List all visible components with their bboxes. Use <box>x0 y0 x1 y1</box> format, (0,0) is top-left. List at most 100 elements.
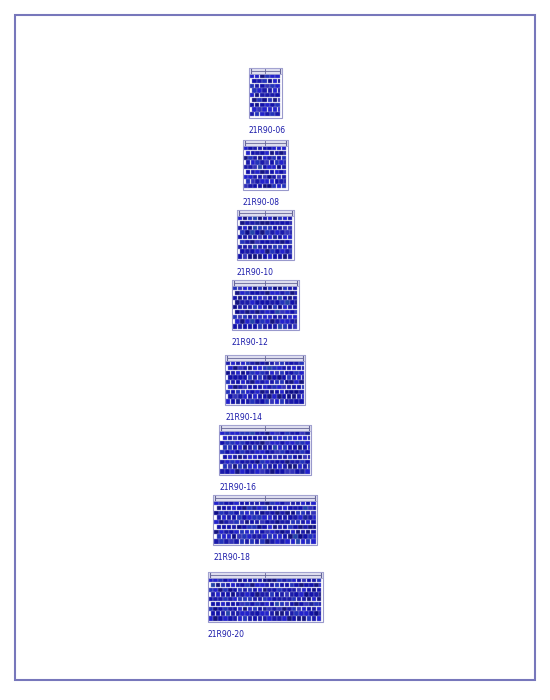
Bar <box>238 375 243 379</box>
Bar <box>306 520 310 524</box>
Bar <box>305 469 310 473</box>
Bar <box>302 578 306 582</box>
Bar <box>304 602 309 606</box>
Bar <box>255 539 260 543</box>
Bar <box>311 501 316 505</box>
Bar <box>300 460 305 464</box>
Bar <box>240 583 245 587</box>
Bar <box>298 515 302 519</box>
Bar <box>283 286 287 290</box>
Bar <box>255 602 260 606</box>
Bar <box>248 245 252 249</box>
Bar <box>275 310 279 314</box>
Bar <box>272 366 277 370</box>
Bar <box>306 501 310 505</box>
Bar <box>214 501 218 505</box>
Bar <box>223 616 228 620</box>
Bar <box>216 592 221 596</box>
Text: 21R90-14: 21R90-14 <box>225 413 262 422</box>
Bar <box>277 597 282 601</box>
Bar <box>224 530 229 534</box>
Bar <box>257 436 262 440</box>
Bar <box>285 530 290 534</box>
Bar <box>278 525 282 529</box>
Bar <box>252 225 257 230</box>
Bar <box>258 375 262 379</box>
Bar <box>248 385 252 389</box>
Bar <box>280 310 284 314</box>
Bar <box>283 455 287 459</box>
Bar <box>267 184 272 188</box>
Bar <box>302 587 306 592</box>
Bar <box>243 305 247 309</box>
Bar <box>257 597 262 601</box>
Bar <box>240 450 245 454</box>
Bar <box>221 583 225 587</box>
Bar <box>245 539 249 543</box>
Bar <box>255 431 260 435</box>
Bar <box>275 450 279 454</box>
Bar <box>305 440 310 444</box>
Bar <box>314 506 316 510</box>
Bar <box>230 450 234 454</box>
Bar <box>278 254 282 258</box>
Bar <box>257 616 262 620</box>
Bar <box>235 583 240 587</box>
Bar <box>260 220 265 225</box>
Bar <box>226 399 230 403</box>
Bar <box>238 445 242 449</box>
Bar <box>258 184 262 188</box>
Bar <box>252 107 257 112</box>
Bar <box>295 530 300 534</box>
Bar <box>270 249 274 253</box>
Bar <box>288 436 292 440</box>
Bar <box>267 607 272 611</box>
Bar <box>257 525 262 529</box>
Bar <box>257 315 262 319</box>
Bar <box>255 390 260 394</box>
Bar <box>267 165 272 169</box>
Bar <box>240 592 245 596</box>
Bar <box>220 440 224 444</box>
Bar <box>229 539 234 543</box>
Bar <box>280 539 285 543</box>
Bar <box>283 324 287 328</box>
Bar <box>300 440 305 444</box>
Bar <box>257 295 262 300</box>
Bar <box>288 506 293 510</box>
Bar <box>270 112 275 116</box>
Bar <box>248 225 252 230</box>
Bar <box>225 355 305 361</box>
Bar <box>267 515 272 519</box>
Text: 21R90-18: 21R90-18 <box>213 553 250 562</box>
Bar <box>268 88 272 92</box>
Bar <box>245 240 250 244</box>
Bar <box>233 436 237 440</box>
Bar <box>238 295 242 300</box>
Bar <box>244 184 248 188</box>
Bar <box>277 578 282 582</box>
Bar <box>317 578 321 582</box>
Bar <box>278 445 282 449</box>
Bar <box>208 587 213 592</box>
Text: 21R90-12: 21R90-12 <box>232 338 268 347</box>
Bar <box>280 592 284 596</box>
Bar <box>245 510 249 514</box>
Bar <box>255 380 260 384</box>
Bar <box>247 534 252 539</box>
Bar <box>285 240 289 244</box>
Bar <box>280 240 284 244</box>
Bar <box>260 530 265 534</box>
Bar <box>290 530 295 534</box>
Bar <box>306 539 310 543</box>
Bar <box>314 534 316 539</box>
Bar <box>255 230 260 235</box>
Bar <box>292 366 296 370</box>
Bar <box>267 225 272 230</box>
Bar <box>294 602 299 606</box>
Bar <box>238 394 243 399</box>
Bar <box>273 506 277 510</box>
Bar <box>250 611 255 616</box>
Bar <box>284 361 289 365</box>
Bar <box>238 385 243 389</box>
